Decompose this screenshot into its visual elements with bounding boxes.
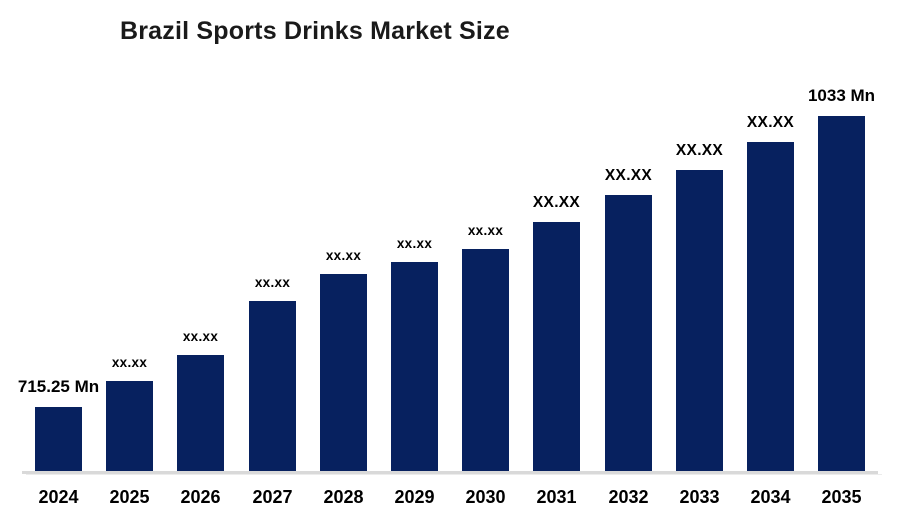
bar-2030 <box>462 249 509 471</box>
bar-2025 <box>106 381 153 471</box>
x-tick-2027: 2027 <box>252 487 293 507</box>
x-tick-2035: 2035 <box>821 487 862 507</box>
x-axis-shadow <box>26 474 882 475</box>
bar-label-2033: XX.XX <box>675 141 724 159</box>
bar-label-2028: xx.xx <box>325 247 362 263</box>
bar-label-2031: XX.XX <box>532 193 581 211</box>
x-tick-2024: 2024 <box>38 487 79 507</box>
bar-label-2025: xx.xx <box>111 354 148 370</box>
x-tick-2034: 2034 <box>750 487 791 507</box>
bar-2034 <box>747 142 794 471</box>
x-tick-2026: 2026 <box>180 487 221 507</box>
chart-title: Brazil Sports Drinks Market Size <box>120 17 510 45</box>
x-tick-2025: 2025 <box>109 487 150 507</box>
bar-2027 <box>249 301 296 471</box>
bar-label-2027: xx.xx <box>254 274 291 290</box>
bar-label-2032: XX.XX <box>604 166 653 184</box>
bar-2029 <box>391 262 438 471</box>
bar-2032 <box>605 195 652 471</box>
x-tick-2030: 2030 <box>465 487 506 507</box>
x-tick-2029: 2029 <box>394 487 435 507</box>
bar-label-2024: 715.25 Mn <box>17 377 100 396</box>
bar-2024 <box>35 407 82 471</box>
bar-2033 <box>676 170 723 471</box>
bar-label-2030: xx.xx <box>467 222 504 238</box>
bar-label-2035: 1033 Mn <box>807 86 876 105</box>
bar-2035 <box>818 116 865 471</box>
bar-label-2026: xx.xx <box>182 328 219 344</box>
bar-label-2034: XX.XX <box>746 113 795 131</box>
x-tick-2031: 2031 <box>536 487 577 507</box>
bar-2026 <box>177 355 224 471</box>
bar-2031 <box>533 222 580 471</box>
x-tick-2033: 2033 <box>679 487 720 507</box>
x-tick-2032: 2032 <box>608 487 649 507</box>
x-tick-2028: 2028 <box>323 487 364 507</box>
bar-label-2029: xx.xx <box>396 235 433 251</box>
x-axis-line <box>22 471 878 474</box>
bar-2028 <box>320 274 367 471</box>
